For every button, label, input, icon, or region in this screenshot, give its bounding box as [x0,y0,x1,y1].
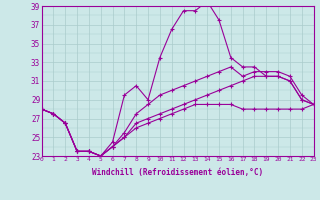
X-axis label: Windchill (Refroidissement éolien,°C): Windchill (Refroidissement éolien,°C) [92,168,263,177]
